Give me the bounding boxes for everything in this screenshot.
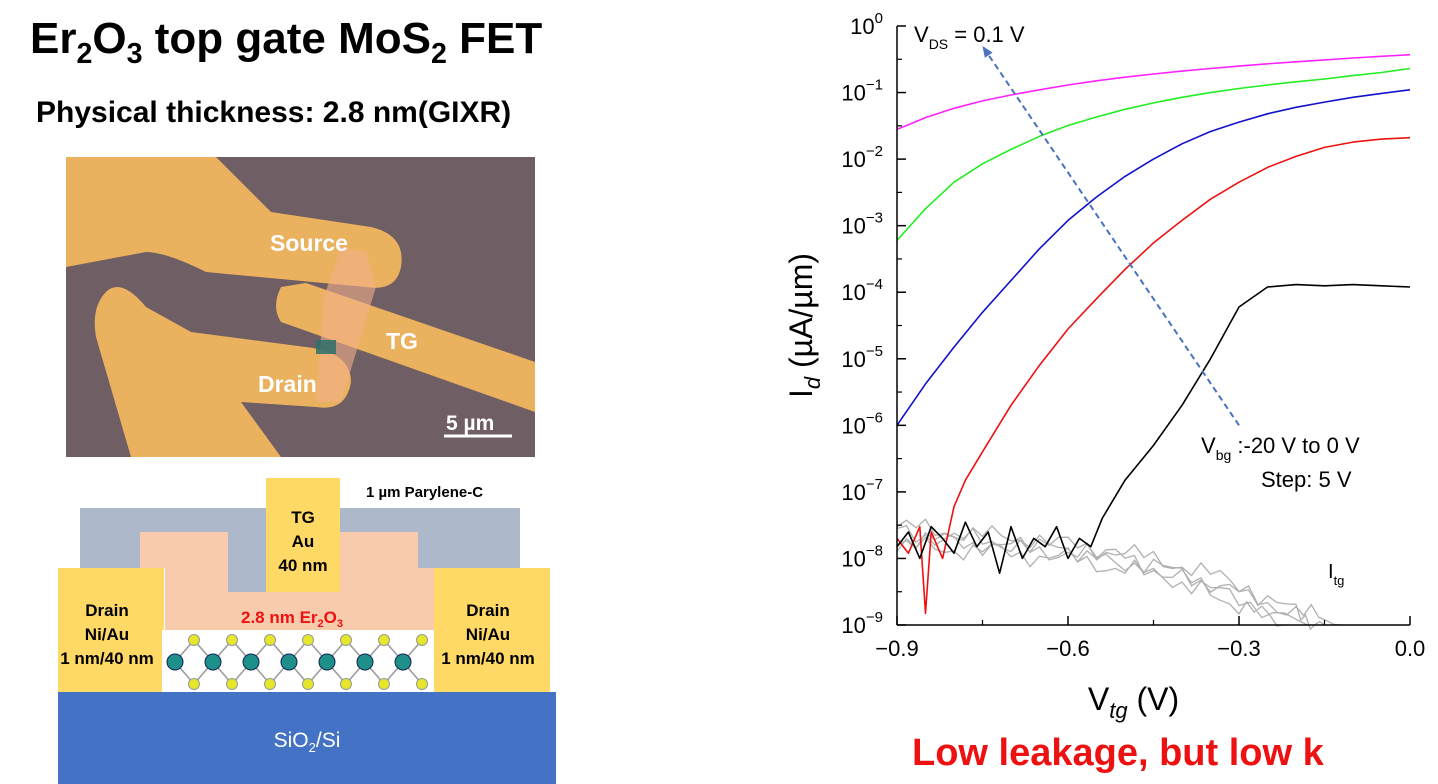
title-sub: 3 [126,37,143,70]
sulfur-atom [226,678,238,690]
y-tick-label: 10−6 [841,409,883,438]
substrate-label: SiO2/Si [274,729,341,755]
label-source: Source [270,230,348,256]
x-tick-label: 0.0 [1395,636,1426,661]
scale-bar-label: 5 µm [446,412,494,435]
sweep-arrowhead [982,46,993,58]
drain-contact-left [58,568,164,692]
device-micrograph: Source TG Drain 5 µm [66,157,535,457]
parylene-label: 1 µm Parylene-C [366,484,483,501]
sulfur-atom [378,678,390,690]
leakage-series-line [896,531,1342,626]
y-tick-label: 10−8 [841,542,883,571]
y-tick-label: 10−2 [841,143,883,172]
series-line [896,53,1411,131]
device-cross-section: SiO2/Si 1 µm Parylene-C TG Au 40 nm 2.8 … [58,478,556,784]
sulfur-atom [378,634,390,646]
title-sub: 2 [76,37,93,70]
sulfur-atom [188,634,200,646]
tg-label-line2: Au [292,532,315,551]
x-tick-label: −0.6 [1046,636,1089,661]
y-tick-label: 10−3 [841,210,883,239]
title-sub: 2 [430,37,447,70]
drain-electrode [94,287,351,457]
title-part: top gate MoS [142,14,431,63]
sulfur-atom [416,634,428,646]
sulfur-atom [302,634,314,646]
tg-label-line3: 40 nm [278,556,327,575]
sulfur-atom [264,678,276,690]
conclusion-text: Low leakage, but low k [912,732,1324,774]
vds-annotation: VDS = 0.1 V [914,22,1025,52]
drain-right-line3: 1 nm/40 nm [441,649,535,668]
leakage-series-line [896,525,1285,627]
series-line [896,67,1411,241]
vbg-annotation: Vbg :-20 V to 0 V [1201,433,1360,463]
x-tick-label: −0.3 [1217,636,1260,661]
molybdenum-atom [318,653,336,671]
sulfur-atom [340,678,352,690]
sweep-arrow [981,45,1240,426]
title-part: Er [30,14,77,63]
y-tick-label: 10−5 [841,343,883,372]
sulfur-atom [340,634,352,646]
oxide-label: 2.8 nm Er2O3 [241,608,343,630]
title-part: FET [446,14,543,63]
sulfur-atom [226,634,238,646]
mos2-layer [162,630,434,692]
mos2-flake [316,247,376,402]
itg-annotation: Itg [1328,561,1344,588]
molybdenum-atom [204,653,222,671]
sulfur-atom [264,634,276,646]
y-tick-label: 10−9 [841,609,883,638]
leakage-series-line [896,536,1308,626]
sulfur-atom [416,678,428,690]
y-axis-title: Id (µA/µm) [783,253,825,398]
molybdenum-atom [356,653,374,671]
channel-spot [316,340,336,354]
y-tick-label: 10−1 [841,77,883,106]
molybdenum-atom [280,653,298,671]
sulfur-atom [302,678,314,690]
mos2-lattice [166,634,428,690]
plot-area: 10010−110−210−310−410−510−610−710−810−9−… [783,10,1425,723]
drain-left-line2: Ni/Au [85,625,129,644]
drain-right-line2: Ni/Au [466,625,510,644]
label-tg: TG [386,328,418,354]
molybdenum-atom [242,653,260,671]
series-line [896,89,1411,426]
sulfur-atom [188,678,200,690]
step-annotation: Step: 5 V [1261,467,1352,492]
molybdenum-atom [394,653,412,671]
top-gate-contact [266,478,340,592]
slide-subtitle: Physical thickness: 2.8 nm(GIXR) [36,96,512,129]
molybdenum-atom [166,653,184,671]
y-tick-label: 100 [850,10,883,39]
x-tick-label: −0.9 [875,636,918,661]
y-tick-label: 10−4 [841,276,883,305]
series-line [896,136,1411,615]
series-line [896,283,1411,574]
drain-right-line1: Drain [466,601,509,620]
transfer-curve-chart: 10010−110−210−310−410−510−610−710−810−9−… [783,10,1425,723]
source-electrode [66,157,402,288]
drain-left-line1: Drain [85,601,128,620]
tg-label-line1: TG [291,508,315,527]
title-part: O [92,14,127,63]
substrate [58,692,556,784]
slide-title: Er2O3 top gate MoS2 FET [30,14,542,71]
drain-contact-right [434,568,550,692]
label-drain: Drain [258,371,317,397]
x-axis-title: Vtg (V) [1088,681,1179,723]
drain-left-line3: 1 nm/40 nm [60,649,154,668]
oxide-layer [140,532,475,630]
y-tick-label: 10−7 [841,476,883,505]
